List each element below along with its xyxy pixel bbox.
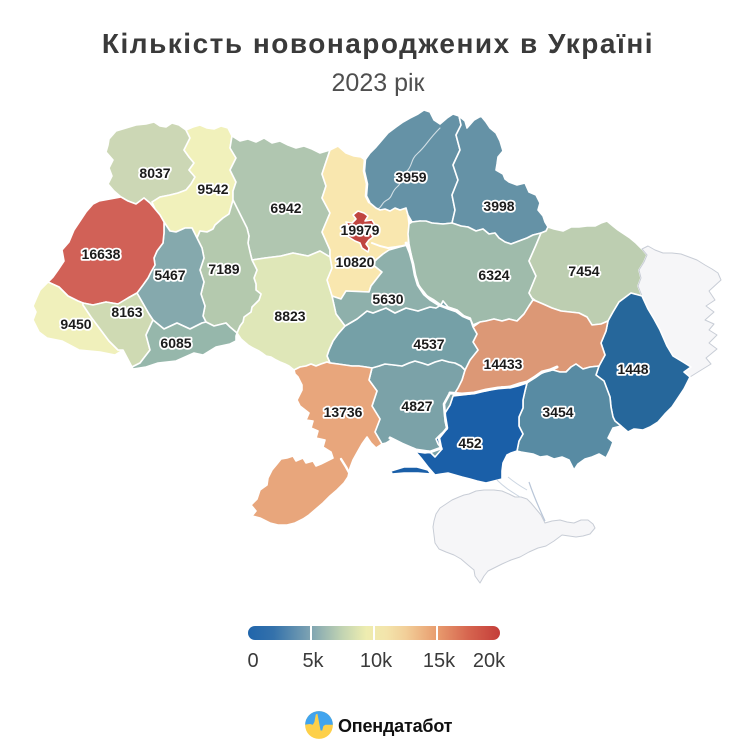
svg-text:452: 452: [458, 435, 482, 451]
svg-text:6942: 6942: [270, 200, 301, 216]
svg-text:0: 0: [247, 650, 258, 672]
svg-text:1448: 1448: [617, 361, 648, 377]
svg-text:8037: 8037: [139, 165, 170, 181]
svg-text:9450: 9450: [60, 316, 91, 332]
svg-text:14433: 14433: [484, 356, 523, 372]
svg-text:7454: 7454: [568, 263, 599, 279]
svg-text:5630: 5630: [372, 291, 403, 307]
svg-text:3454: 3454: [542, 404, 573, 420]
svg-text:15k: 15k: [423, 650, 456, 672]
svg-text:20k: 20k: [473, 650, 506, 672]
svg-text:3998: 3998: [483, 198, 514, 214]
svg-text:5k: 5k: [302, 650, 324, 672]
svg-text:13736: 13736: [324, 404, 363, 420]
svg-text:4827: 4827: [401, 398, 432, 414]
svg-text:10k: 10k: [360, 650, 393, 672]
svg-text:16638: 16638: [82, 246, 121, 262]
svg-text:6324: 6324: [478, 267, 509, 283]
svg-text:8823: 8823: [274, 308, 305, 324]
svg-text:9542: 9542: [197, 181, 228, 197]
svg-text:4537: 4537: [413, 336, 444, 352]
svg-text:19979: 19979: [341, 222, 380, 238]
svg-text:5467: 5467: [154, 267, 185, 283]
svg-text:10820: 10820: [336, 254, 375, 270]
svg-text:6085: 6085: [160, 335, 191, 351]
svg-text:3959: 3959: [395, 169, 426, 185]
svg-text:Опендатабот: Опендатабот: [338, 716, 453, 736]
svg-text:7189: 7189: [208, 261, 239, 277]
svg-text:8163: 8163: [111, 304, 142, 320]
